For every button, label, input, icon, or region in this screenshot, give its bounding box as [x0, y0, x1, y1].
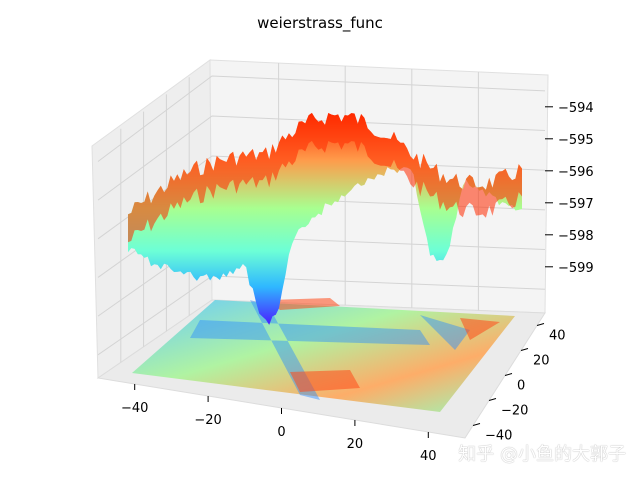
y-tick-label: 40 [549, 329, 566, 344]
y-tick-label: −40 [485, 429, 512, 444]
y-tick [472, 423, 481, 426]
chart-title: weierstrass_func [257, 14, 383, 32]
y-tick [520, 348, 529, 351]
x-tick-label: −20 [194, 413, 221, 428]
watermark: 知乎 @小鱼的大郭子 [458, 444, 626, 465]
x-tick-label: 40 [420, 449, 437, 464]
y-tick [488, 398, 497, 401]
z-tick-label: −594 [558, 101, 594, 116]
x-axis: −40 −20 0 20 40 [121, 384, 437, 464]
x-tick-label: 20 [347, 437, 364, 452]
floor-contour-dark-bands [190, 300, 470, 400]
z-tick-label: −598 [558, 229, 594, 244]
y-axis: −40 −20 0 20 40 [472, 323, 566, 444]
x-tick-label: −40 [121, 401, 148, 416]
z-tick-label: −596 [558, 165, 594, 180]
z-axis: −594 −595 −596 −597 −598 −599 [545, 101, 594, 276]
floor-contour [132, 300, 515, 412]
surface-peak-highlights [128, 112, 522, 243]
y-tick [536, 323, 545, 326]
x-tick-label: 0 [277, 425, 285, 440]
y-tick-label: 0 [517, 379, 525, 394]
y-tick-label: −20 [501, 404, 528, 419]
floor-contour-warm-bands [270, 298, 500, 392]
y-tick [504, 373, 513, 376]
z-tick-label: −595 [558, 133, 594, 148]
z-tick-label: −597 [558, 197, 594, 212]
z-tick-label: −599 [558, 261, 594, 276]
y-tick-label: 20 [533, 354, 550, 369]
